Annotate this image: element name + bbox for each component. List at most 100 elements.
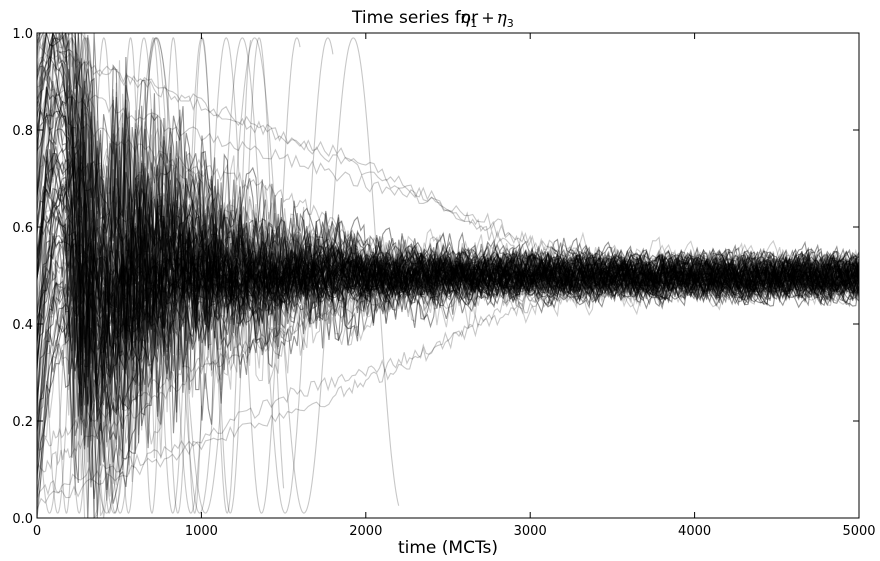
series-line <box>36 94 860 307</box>
series-line <box>36 32 860 295</box>
series-line <box>36 32 860 302</box>
series-line <box>36 37 202 514</box>
series-line <box>36 37 252 514</box>
series-line <box>36 240 860 416</box>
series-line <box>36 235 860 355</box>
y-tick-label: 0.2 <box>12 415 33 430</box>
series-line <box>36 179 860 392</box>
series-line <box>36 117 860 354</box>
series-line <box>36 32 860 301</box>
series-line <box>36 183 860 413</box>
series-line <box>36 32 860 301</box>
series-line <box>36 31 860 302</box>
series-line <box>36 246 860 450</box>
series-line <box>36 147 860 371</box>
y-tick-label: 0.6 <box>12 221 33 236</box>
plot-frame <box>36 32 860 519</box>
series-line <box>36 63 860 318</box>
axis-ticks: 0 1000 2000 3000 4000 5000 0.0 0.2 0.4 0.6 0.8 1.0 <box>12 27 875 539</box>
series-line <box>36 249 860 486</box>
series-line <box>36 252 860 469</box>
series-line <box>36 250 860 466</box>
series-line <box>36 230 860 405</box>
series-line <box>36 246 860 483</box>
series-line <box>36 252 860 407</box>
chart-title-math: η1 + η3 <box>460 8 514 30</box>
series-line <box>36 149 860 326</box>
series-line <box>36 247 860 470</box>
x-tick-label: 3000 <box>514 524 547 539</box>
series-line <box>36 251 860 519</box>
series-line <box>36 142 860 385</box>
series-line <box>36 218 860 442</box>
series-line <box>36 257 860 519</box>
series-line <box>36 251 860 429</box>
series-line <box>36 77 860 284</box>
series-line <box>36 189 860 315</box>
series-line <box>36 32 860 301</box>
y-tick-label: 1.0 <box>12 27 33 42</box>
series-line <box>36 209 860 304</box>
series-line <box>36 152 860 376</box>
series-line <box>36 272 860 473</box>
series-line <box>36 244 860 427</box>
series-line <box>36 154 860 340</box>
series-line <box>36 215 860 410</box>
series-line <box>36 32 860 302</box>
series-line <box>36 110 860 354</box>
series-line <box>36 45 860 284</box>
series-line <box>36 79 860 332</box>
series-line <box>36 32 860 302</box>
series-line <box>36 209 860 415</box>
series-line <box>36 96 860 321</box>
series-line <box>36 271 860 452</box>
series-line <box>36 44 860 306</box>
series-line <box>36 32 860 308</box>
series-line <box>36 253 860 422</box>
series-line <box>36 76 860 307</box>
series-line <box>37 32 860 300</box>
series-line <box>36 238 860 443</box>
series-line <box>36 31 860 304</box>
series-line <box>36 256 860 448</box>
y-tick-label: 0.0 <box>12 512 33 527</box>
series-line <box>36 274 860 499</box>
series-line <box>36 31 860 303</box>
series-line <box>36 155 860 338</box>
series-line <box>36 244 860 446</box>
series-line <box>36 185 860 304</box>
series-line <box>36 189 860 387</box>
series-line <box>36 32 860 301</box>
series-line <box>36 92 860 306</box>
x-axis-label: time (MCTs) <box>398 538 498 558</box>
series-line <box>36 203 860 378</box>
series-line <box>36 32 860 311</box>
series-line <box>36 32 860 303</box>
series-line <box>36 32 860 304</box>
series-line <box>36 32 860 300</box>
series-line <box>36 51 860 310</box>
series-line <box>36 36 860 284</box>
series-line <box>36 80 860 305</box>
series-line <box>36 146 860 353</box>
y-tick-label: 0.4 <box>12 318 33 333</box>
x-tick-label: 2000 <box>349 524 382 539</box>
series-line <box>36 247 860 403</box>
series-line <box>36 32 860 299</box>
series-line <box>36 32 860 301</box>
series-line <box>36 250 860 463</box>
chart-title: Time series for <box>351 8 478 28</box>
x-tick-label: 5000 <box>842 524 875 539</box>
series-line <box>36 183 860 364</box>
x-tick-label: 4000 <box>678 524 711 539</box>
x-tick-label: 1000 <box>185 524 218 539</box>
series-line <box>36 244 860 395</box>
series-line <box>36 235 860 396</box>
series-line <box>36 176 860 380</box>
series-line <box>36 36 860 306</box>
series-line <box>36 97 860 355</box>
series-line <box>36 31 860 303</box>
plot-lines <box>36 31 860 519</box>
series-line <box>36 223 860 406</box>
